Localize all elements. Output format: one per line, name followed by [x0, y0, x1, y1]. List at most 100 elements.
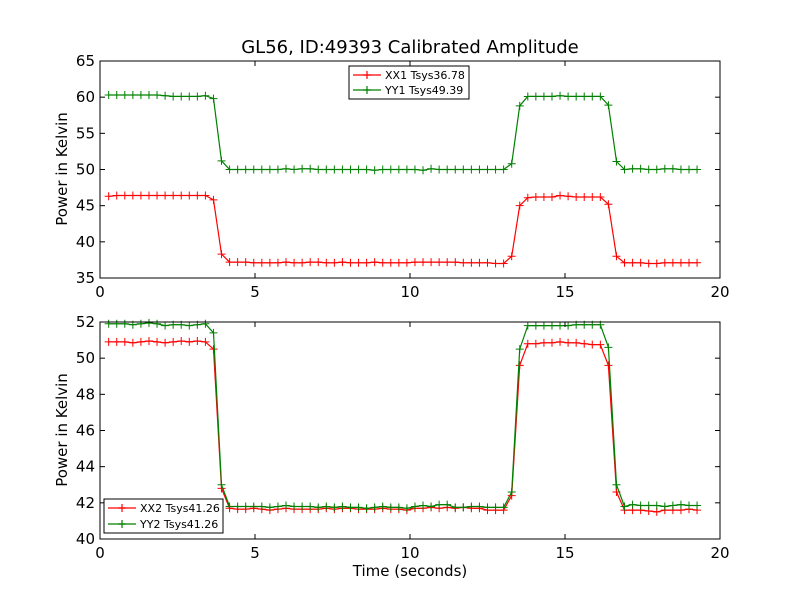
data-point-1-0-2 [120, 337, 129, 346]
data-point-0-0-56 [556, 191, 565, 200]
data-point-1-1-47 [483, 503, 492, 512]
data-point-1-1-32 [362, 504, 371, 513]
data-point-0-1-23 [290, 165, 299, 174]
data-point-1-0-60 [588, 340, 597, 349]
data-point-0-0-32 [362, 258, 371, 267]
data-point-1-1-50 [507, 487, 516, 496]
top-legend-box [348, 65, 470, 100]
data-point-0-0-69 [660, 258, 669, 267]
data-point-1-1-56 [556, 321, 565, 330]
data-point-0-0-8 [169, 191, 178, 200]
data-point-0-1-28 [330, 165, 339, 174]
legend-marker-xx2 [118, 504, 126, 512]
data-point-1-0-59 [580, 339, 589, 348]
data-point-0-1-64 [620, 165, 629, 174]
data-point-1-1-44 [459, 503, 468, 512]
data-point-0-0-65 [628, 258, 637, 267]
x-tick-label-0-4: 20 [710, 283, 729, 301]
top-y-axis-label: Power in Kelvin [53, 112, 71, 226]
data-point-1-1-48 [491, 503, 500, 512]
data-point-0-1-22 [282, 164, 290, 173]
data-point-0-1-52 [523, 92, 532, 101]
data-point-0-1-16 [233, 165, 242, 174]
data-point-0-0-20 [265, 258, 274, 267]
data-point-0-0-70 [668, 258, 677, 267]
data-point-1-0-7 [161, 338, 170, 347]
data-point-0-1-57 [564, 92, 573, 101]
data-point-0-1-25 [306, 164, 315, 173]
data-point-0-1-66 [636, 164, 645, 173]
data-point-0-1-39 [419, 166, 428, 175]
data-point-0-1-17 [241, 165, 250, 174]
data-point-1-1-12 [201, 319, 210, 328]
data-point-1-0-56 [556, 337, 565, 346]
y-tick-label-0-5: 60 [76, 88, 95, 106]
data-point-0-1-40 [427, 164, 436, 173]
data-point-1-0-5 [144, 336, 153, 345]
data-point-0-0-57 [564, 192, 573, 201]
data-point-1-1-35 [386, 503, 395, 512]
chart-title: GL56, ID:49393 Calibrated Amplitude [241, 37, 579, 58]
data-point-0-0-67 [644, 259, 653, 268]
data-point-1-1-63 [612, 480, 621, 489]
data-point-1-0-8 [169, 337, 178, 346]
data-point-0-1-46 [475, 165, 484, 174]
data-point-0-0-71 [676, 258, 685, 267]
bottom-plot-area: 0 5 10 15 20 40 42 44 46 48 50 52 [76, 313, 730, 562]
data-point-0-1-29 [338, 165, 347, 174]
data-point-0-0-19 [257, 258, 266, 267]
data-point-0-1-67 [644, 165, 653, 174]
data-point-0-0-38 [410, 258, 419, 267]
data-point-1-0-0 [104, 337, 113, 346]
x-tick-label-1-4: 20 [710, 544, 729, 562]
data-point-0-0-43 [451, 258, 460, 267]
data-point-1-1-46 [475, 502, 484, 511]
data-point-1-1-6 [153, 319, 162, 328]
data-point-0-1-49 [499, 165, 508, 174]
data-point-1-1-16 [233, 502, 242, 511]
data-point-1-1-13 [209, 328, 218, 337]
x-tick-label-1-3: 15 [555, 544, 574, 562]
data-point-0-0-24 [298, 258, 307, 267]
data-point-1-1-5 [144, 318, 153, 327]
data-point-0-0-59 [580, 192, 589, 201]
data-point-0-0-10 [185, 191, 194, 200]
data-point-0-1-51 [515, 101, 524, 110]
data-point-0-0-61 [596, 192, 605, 201]
data-point-1-1-71 [676, 500, 685, 509]
data-point-0-1-18 [249, 165, 258, 174]
data-point-0-0-49 [499, 259, 508, 268]
data-point-0-1-32 [362, 165, 371, 174]
data-point-1-0-13 [209, 345, 218, 354]
data-point-0-0-60 [588, 192, 597, 201]
x-tick-label-0-0: 0 [95, 283, 105, 301]
data-point-1-1-0 [104, 319, 113, 328]
data-point-1-1-42 [443, 500, 452, 509]
data-point-0-1-61 [596, 92, 605, 101]
data-point-0-1-73 [693, 165, 702, 174]
data-point-0-0-55 [547, 192, 556, 201]
data-point-0-1-63 [612, 157, 621, 166]
data-point-0-0-72 [685, 258, 693, 267]
data-point-0-0-31 [354, 258, 363, 267]
data-point-0-0-15 [225, 258, 234, 267]
y-tick-label-0-3: 50 [76, 161, 95, 179]
data-point-0-1-34 [378, 165, 387, 174]
data-point-0-0-47 [483, 258, 492, 267]
data-point-0-0-4 [136, 191, 145, 200]
data-point-1-1-25 [306, 502, 315, 511]
data-point-0-0-0 [104, 192, 113, 201]
x-tick-label-0-2: 10 [400, 283, 419, 301]
legend-label-yy2: YY2 Tsys41.26 [139, 518, 218, 531]
data-point-0-1-9 [177, 92, 186, 101]
data-point-0-0-12 [201, 191, 210, 200]
data-point-0-0-58 [572, 192, 581, 201]
data-point-1-1-27 [322, 502, 331, 511]
data-point-0-1-35 [386, 165, 395, 174]
legend-marker-xx1 [363, 71, 371, 79]
data-point-0-1-53 [531, 92, 540, 101]
data-point-0-1-42 [443, 165, 452, 174]
data-point-0-1-2 [120, 90, 129, 99]
data-point-0-1-59 [580, 92, 589, 101]
data-point-0-1-7 [161, 91, 170, 100]
